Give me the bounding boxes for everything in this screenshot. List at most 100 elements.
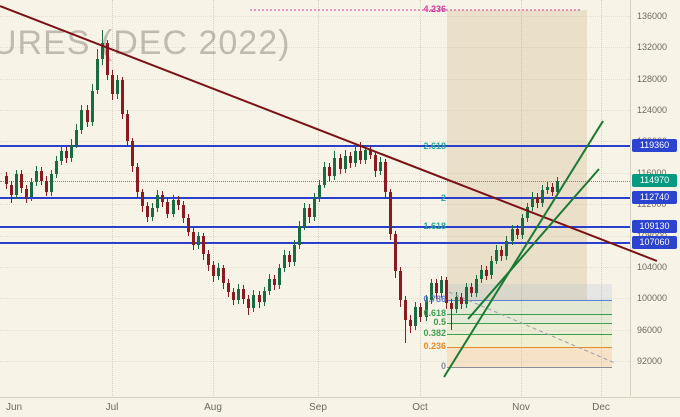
fib-extension-shading [447, 10, 587, 300]
candle-body [338, 157, 342, 169]
candle-body [19, 174, 23, 189]
candle-body [196, 236, 200, 245]
candle-body [495, 249, 499, 261]
fib-level-label: 0.618 [423, 308, 446, 318]
fib-band [447, 300, 612, 314]
candle-body [206, 254, 210, 266]
fib-level-label: 0.382 [423, 328, 446, 338]
fib-retracement-line [447, 367, 612, 368]
fib-retracement-line [447, 323, 612, 324]
candle-body [267, 278, 271, 292]
candle-body [323, 166, 327, 185]
candle-body [70, 144, 74, 158]
candle-body [520, 218, 524, 235]
candle-body [465, 287, 468, 304]
fib-band [447, 347, 612, 367]
candle-body [212, 265, 215, 277]
candle-body [313, 197, 317, 218]
candle-body [343, 155, 347, 169]
candle-body [161, 194, 165, 202]
fib-retracement-line [447, 314, 612, 315]
candle-body [510, 229, 514, 241]
candle-body [110, 74, 114, 95]
fib-retracement-line [447, 347, 612, 348]
price-tick-label: 128000 [637, 73, 668, 84]
price-tick-label: 124000 [637, 105, 668, 116]
candle-body [191, 231, 195, 245]
fib-level-label: 1.618 [423, 221, 446, 231]
fib-level-label: 0.786 [423, 294, 446, 304]
candle-body [247, 299, 251, 309]
fib-band [447, 334, 612, 347]
symbol-watermark: URES (DEC 2022) [0, 24, 291, 62]
candle-body [515, 229, 519, 235]
horizontal-gridline [0, 298, 630, 300]
fib-retracement-line [447, 334, 612, 335]
current-price-line [0, 180, 630, 182]
price-badge: 119360 [632, 139, 677, 153]
price-tick-label: 136000 [637, 11, 668, 21]
candle-body [551, 186, 554, 192]
candle-body [318, 184, 322, 198]
month-label: Oct [412, 402, 428, 413]
candle-body [237, 288, 241, 300]
candle-body [470, 287, 473, 293]
candle-body [303, 208, 306, 227]
candle-body [394, 234, 398, 271]
fib-level-label: 2 [440, 193, 446, 203]
candle-body [181, 204, 185, 219]
candle-body [39, 171, 43, 181]
candle-body [449, 302, 453, 310]
price-tick-label: 104000 [637, 261, 668, 272]
candle-body [439, 280, 443, 294]
fib-level-label: 4.236 [423, 4, 446, 14]
candle-body [262, 291, 266, 303]
candle-body [530, 197, 534, 208]
candle-body [292, 244, 296, 263]
candle-body [146, 205, 150, 217]
horizontal-gridline [0, 329, 630, 331]
candle-body [277, 268, 281, 285]
candle-body [186, 218, 190, 232]
candle-body [434, 283, 438, 294]
candle-body [348, 155, 352, 164]
month-label: Jun [5, 402, 23, 413]
price-badge: 112740 [632, 191, 677, 205]
price-axis[interactable]: 1360001320001280001240001200001160001120… [631, 0, 680, 396]
price-tick-label: 92000 [637, 355, 663, 366]
candle-body [328, 166, 332, 176]
price-badge: 107060 [632, 235, 677, 249]
price-badge: 109130 [632, 219, 677, 233]
candle-body [34, 171, 38, 183]
support-resistance-line [0, 241, 630, 244]
candle-body [399, 270, 403, 300]
fib-level-label: 0.236 [423, 341, 446, 351]
candle-body [287, 255, 291, 263]
candle-body [60, 150, 64, 161]
candle-body [257, 295, 261, 303]
price-tick-label: 96000 [637, 324, 663, 335]
candle-body [24, 188, 28, 198]
candle-body [459, 296, 463, 304]
candle-body [232, 292, 236, 300]
candle-body [373, 154, 377, 172]
chart-surface[interactable]: URES (DEC 2022) 4.236 2.618 2 1.618 0.786 0.6… [0, 0, 631, 396]
fib-retracement-line [447, 300, 612, 301]
time-axis[interactable]: Jun Jul Aug Sep Oct Nov Dec [0, 397, 680, 417]
candle-body [75, 129, 79, 145]
horizontal-gridline [0, 266, 630, 268]
candle-body [45, 180, 48, 192]
candle-body [333, 157, 337, 176]
candle-body [485, 270, 489, 276]
candle-body [545, 186, 549, 190]
candle-body [217, 267, 220, 277]
support-resistance-line [0, 225, 630, 228]
price-badge: 114970 [632, 173, 677, 187]
candle-body [120, 80, 124, 114]
candle-body [363, 150, 367, 161]
fib-level-label: 0 [440, 361, 446, 371]
candle-body [252, 295, 256, 309]
candle-body [505, 241, 509, 256]
candle-body [535, 197, 539, 204]
